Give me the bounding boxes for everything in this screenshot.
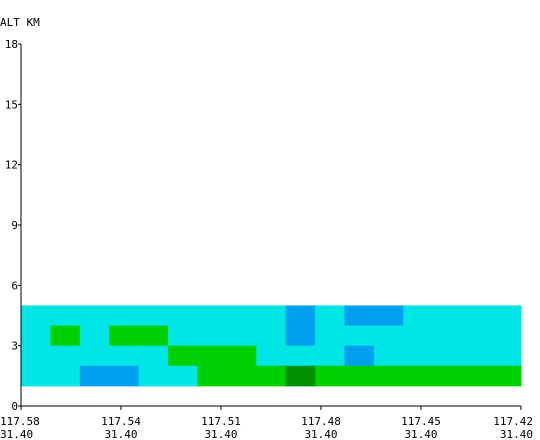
heatmap-cell (197, 325, 228, 347)
y-tick-label: 6 (11, 279, 18, 292)
y-tick-label: 12 (5, 159, 18, 172)
y-tick-label: 18 (5, 38, 18, 51)
heatmap-cell (432, 325, 463, 347)
x-tick-label-lon: 117.42 (493, 415, 533, 428)
heatmap-cells (21, 305, 522, 387)
heatmap-cell (168, 305, 198, 327)
heatmap-cell (462, 345, 493, 367)
y-tick-label: 3 (11, 340, 18, 353)
heatmap-cell (315, 365, 346, 387)
heatmap-cell (315, 345, 346, 367)
heatmap-cell (432, 345, 463, 367)
y-tick-label: 0 (11, 400, 18, 413)
heatmap-cell (491, 305, 522, 327)
heatmap-cell (373, 325, 404, 347)
heatmap-cell (21, 365, 51, 387)
heatmap-cell (138, 365, 169, 387)
heatmap-cell (344, 325, 375, 347)
heatmap-cell (256, 325, 287, 347)
x-tick-label-lon: 117.48 (301, 415, 341, 428)
y-tick-label: 9 (11, 219, 18, 232)
heatmap-cell (138, 305, 169, 327)
x-tick-label-lat: 31.40 (204, 428, 237, 440)
x-tick-label-lat: 31.40 (0, 428, 33, 440)
heatmap-cell (21, 325, 51, 347)
heatmap-cell (285, 365, 316, 387)
y-axis-label: ALT KM (0, 16, 40, 29)
heatmap-cell (21, 305, 51, 327)
heatmap-cell (285, 345, 316, 367)
heatmap-cell (373, 305, 404, 327)
heatmap-cell (50, 325, 81, 347)
heatmap-cell (168, 325, 198, 347)
heatmap-cell (197, 305, 228, 327)
heatmap-cell (109, 305, 140, 327)
x-ticks: 117.5831.40117.5431.40117.5131.40117.483… (0, 406, 533, 440)
heatmap-cell (344, 365, 375, 387)
x-tick-label-lon: 117.51 (201, 415, 241, 428)
heatmap-cell (79, 365, 110, 387)
heatmap-cell (50, 345, 81, 367)
heatmap-cell (197, 345, 228, 367)
heatmap-cell (403, 345, 434, 367)
heatmap-cell (109, 365, 140, 387)
heatmap-cell (432, 305, 463, 327)
heatmap-cell (79, 305, 110, 327)
heatmap-cell (168, 345, 198, 367)
y-tick-label: 15 (5, 98, 18, 111)
heatmap-cell (491, 325, 522, 347)
heatmap-cell (79, 345, 110, 367)
x-tick-label-lat: 31.40 (304, 428, 337, 440)
heatmap-cell (491, 365, 522, 387)
heatmap-cell (109, 325, 140, 347)
heatmap-cell (109, 345, 140, 367)
heatmap-cell (50, 365, 81, 387)
heatmap-cell (256, 345, 287, 367)
heatmap-cell (285, 325, 316, 347)
y-ticks: 0 3 6 9 12 15 18 (5, 38, 21, 413)
x-tick-label-lon: 117.58 (0, 415, 40, 428)
heatmap-cell (403, 305, 434, 327)
heatmap-cell (403, 325, 434, 347)
heatmap-cell (226, 325, 257, 347)
heatmap-cell (138, 325, 169, 347)
heatmap-cell (256, 365, 287, 387)
heatmap-cell (491, 345, 522, 367)
heatmap-cell (226, 365, 257, 387)
heatmap-cell (256, 305, 287, 327)
heatmap-cell (226, 345, 257, 367)
x-tick-label-lat: 31.40 (404, 428, 437, 440)
heatmap-cell (315, 305, 346, 327)
heatmap-cell (50, 305, 81, 327)
heatmap-cell (344, 305, 375, 327)
x-tick-label-lon: 117.54 (101, 415, 141, 428)
heatmap-cell (226, 305, 257, 327)
x-tick-label-lat: 31.40 (500, 428, 533, 440)
heatmap-cell (285, 305, 316, 327)
x-tick-label-lat: 31.40 (104, 428, 137, 440)
heatmap-cell (344, 345, 375, 367)
x-tick-label-lon: 117.45 (401, 415, 441, 428)
heatmap-cell (197, 365, 228, 387)
heatmap-cell (79, 325, 110, 347)
heatmap-cell (403, 365, 434, 387)
heatmap-cell (373, 365, 404, 387)
heatmap-cell (138, 345, 169, 367)
heatmap-cell (21, 345, 51, 367)
heatmap-cell (462, 365, 493, 387)
heatmap-cell (373, 345, 404, 367)
heatmap-cell (462, 305, 493, 327)
heatmap-cell (462, 325, 493, 347)
heatmap-cell (315, 325, 346, 347)
heatmap-cell (432, 365, 463, 387)
heatmap-cell (168, 365, 198, 387)
